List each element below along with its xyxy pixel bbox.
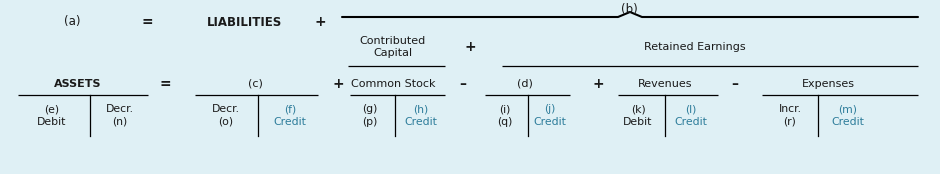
Text: Credit: Credit bbox=[274, 117, 306, 127]
Text: Contributed
Capital: Contributed Capital bbox=[360, 36, 426, 58]
Text: (k): (k) bbox=[631, 104, 646, 114]
Text: =: = bbox=[159, 77, 171, 91]
Text: (m): (m) bbox=[838, 104, 857, 114]
Text: Credit: Credit bbox=[675, 117, 708, 127]
Text: Debit: Debit bbox=[38, 117, 67, 127]
Text: (f): (f) bbox=[284, 104, 296, 114]
Text: Common Stock: Common Stock bbox=[351, 79, 435, 89]
Text: (o): (o) bbox=[218, 117, 233, 127]
Text: (l): (l) bbox=[685, 104, 697, 114]
Text: Debit: Debit bbox=[623, 117, 652, 127]
Text: (b): (b) bbox=[620, 2, 637, 15]
Text: +: + bbox=[464, 40, 476, 54]
Text: =: = bbox=[141, 15, 153, 29]
Text: (h): (h) bbox=[414, 104, 429, 114]
Text: (d): (d) bbox=[517, 79, 533, 89]
Text: ASSETS: ASSETS bbox=[55, 79, 102, 89]
Text: (a): (a) bbox=[64, 15, 80, 29]
Text: Revenues: Revenues bbox=[637, 79, 692, 89]
Text: (n): (n) bbox=[113, 117, 128, 127]
Text: (q): (q) bbox=[497, 117, 512, 127]
Text: (c): (c) bbox=[247, 79, 262, 89]
Text: (i): (i) bbox=[499, 104, 510, 114]
Text: (g): (g) bbox=[362, 104, 378, 114]
Text: Expenses: Expenses bbox=[802, 79, 854, 89]
Text: (r): (r) bbox=[784, 117, 796, 127]
Text: Decr.: Decr. bbox=[212, 104, 240, 114]
Text: Credit: Credit bbox=[404, 117, 437, 127]
Text: Incr.: Incr. bbox=[778, 104, 802, 114]
Text: Retained Earnings: Retained Earnings bbox=[644, 42, 745, 52]
Text: +: + bbox=[332, 77, 344, 91]
Text: (e): (e) bbox=[44, 104, 59, 114]
Text: +: + bbox=[314, 15, 326, 29]
Text: LIABILITIES: LIABILITIES bbox=[208, 15, 283, 29]
Text: Decr.: Decr. bbox=[106, 104, 134, 114]
Text: –: – bbox=[460, 77, 466, 91]
Text: Credit: Credit bbox=[534, 117, 567, 127]
Text: +: + bbox=[592, 77, 603, 91]
Text: –: – bbox=[731, 77, 739, 91]
Text: Credit: Credit bbox=[832, 117, 865, 127]
Text: (p): (p) bbox=[362, 117, 378, 127]
Text: (j): (j) bbox=[544, 104, 556, 114]
